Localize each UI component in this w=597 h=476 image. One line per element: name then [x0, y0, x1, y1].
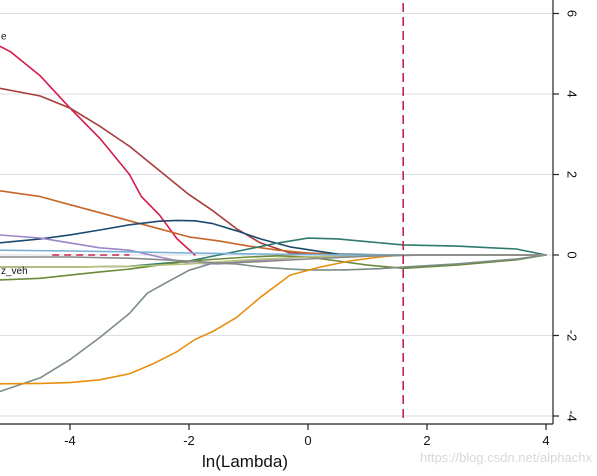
- series-lines: [0, 45, 547, 393]
- y-tick-label: 2: [565, 171, 580, 178]
- series-line-z-veh: [0, 254, 547, 281]
- y-tick-label: 0: [565, 251, 580, 258]
- y-tick-label: 6: [565, 10, 580, 17]
- x-axis-title: ln(Lambda): [202, 452, 288, 471]
- series-labels: e z_veh: [1, 32, 28, 277]
- x-tick-label: -2: [183, 433, 195, 448]
- x-tick-label: -4: [64, 433, 76, 448]
- series-label: z_veh: [1, 266, 28, 277]
- x-tick-label: 2: [423, 433, 430, 448]
- series-label: e: [1, 32, 7, 43]
- watermark: https://blog.csdn.net/alphachx: [420, 450, 593, 465]
- x-tick-label: 4: [542, 433, 549, 448]
- y-tick-label: -2: [565, 330, 580, 342]
- y-tick-label: 4: [565, 90, 580, 97]
- x-tick-label: 0: [304, 433, 311, 448]
- y-tick-label: -4: [565, 410, 580, 422]
- series-line-9: [0, 254, 547, 393]
- series-line-e: [0, 45, 196, 256]
- axes: -4 -2 0 2 4 -4 -2 0 2 4 6: [0, 0, 580, 448]
- reference-lines: [52, 3, 405, 422]
- series-line-4: [0, 219, 547, 256]
- series-line-12: [0, 254, 547, 264]
